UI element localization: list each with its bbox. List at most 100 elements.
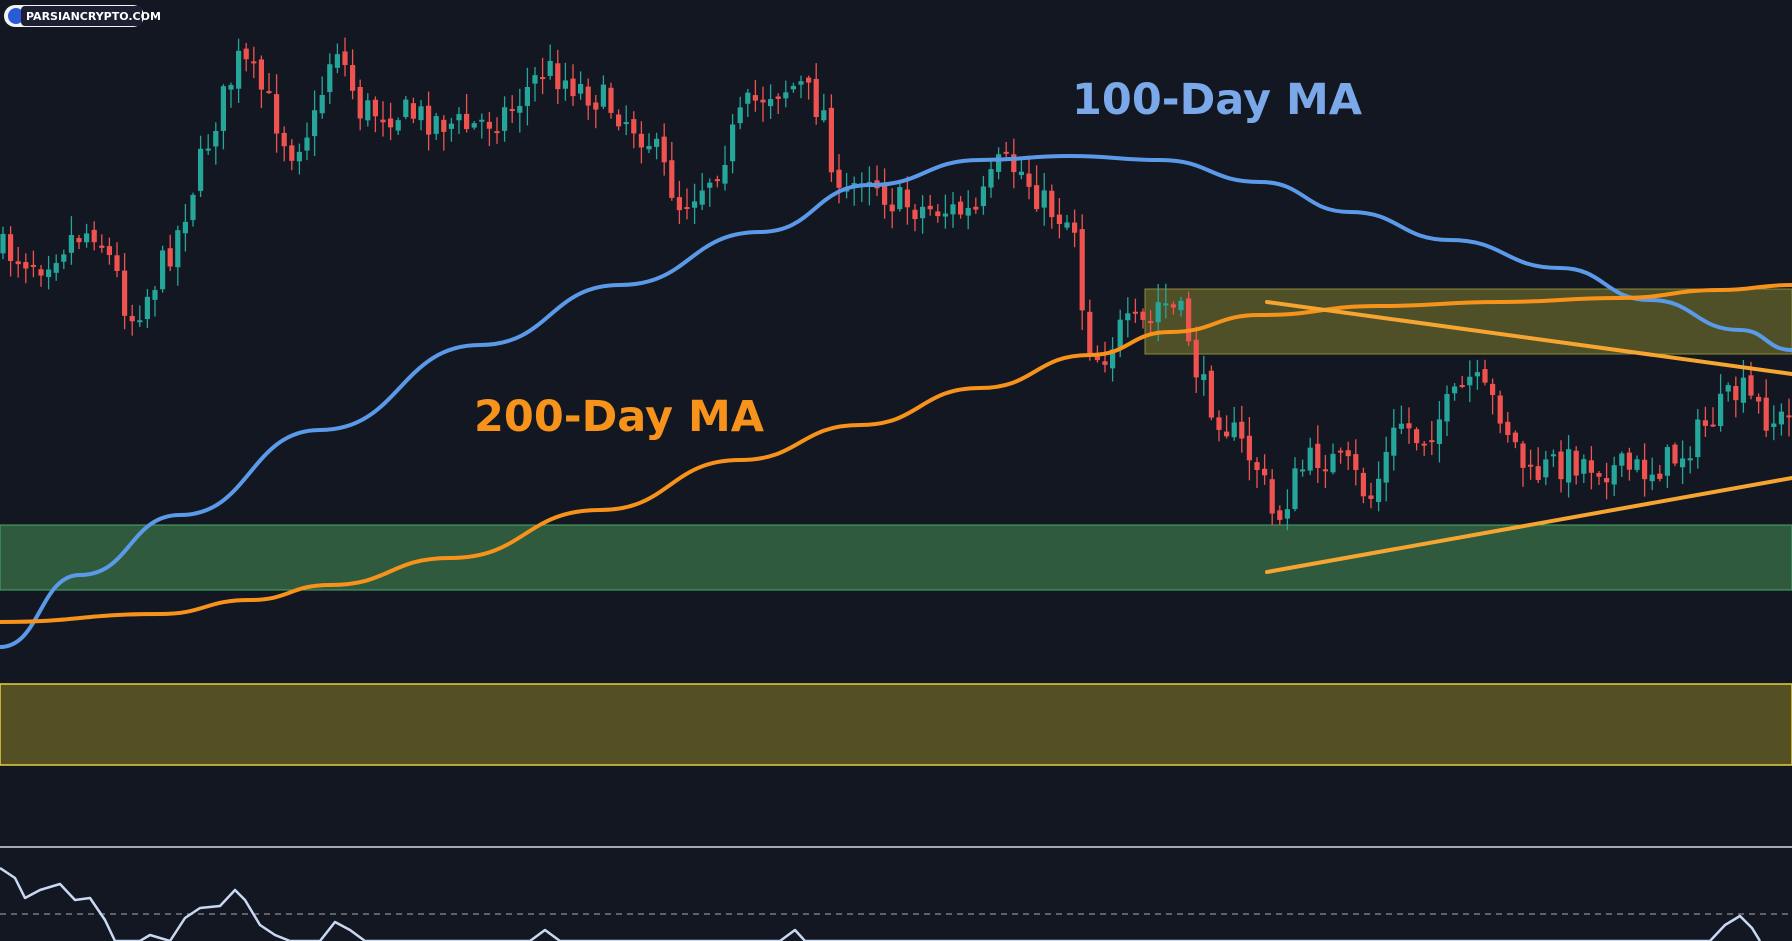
candle-body	[357, 86, 363, 119]
candle-body	[8, 234, 14, 261]
candle-body	[509, 109, 515, 112]
candle-body	[1041, 190, 1047, 208]
candle-body	[1315, 443, 1321, 468]
candle-body	[1284, 509, 1290, 519]
candle-body	[1588, 460, 1594, 473]
candle-body	[1072, 222, 1078, 233]
candle-body	[99, 245, 105, 248]
candle-body	[1018, 171, 1024, 176]
candle-body	[319, 94, 325, 114]
candle-body	[68, 235, 74, 253]
candle-body	[790, 85, 796, 90]
candle-body	[190, 194, 196, 221]
candle-body	[1406, 423, 1412, 429]
candle-body	[365, 100, 371, 121]
candle-body	[684, 207, 690, 210]
candle-body	[836, 169, 842, 188]
candle-body	[1710, 424, 1716, 427]
candle-body	[821, 110, 827, 121]
candle-body	[213, 131, 219, 147]
candle-body	[578, 84, 584, 94]
candle-body	[380, 119, 386, 123]
candle-body	[106, 246, 112, 256]
candle-body	[958, 201, 964, 215]
candle-body	[927, 205, 933, 210]
candle-body	[1231, 422, 1237, 438]
candle-body	[1474, 372, 1480, 377]
candle-body	[479, 119, 485, 122]
candle-body	[1110, 349, 1116, 369]
candle-body	[638, 133, 644, 148]
candle-body	[1748, 375, 1754, 396]
candle-body	[30, 264, 36, 267]
candle-body	[205, 148, 211, 151]
candle-body	[760, 99, 766, 103]
candle-body	[403, 99, 409, 118]
candle-body	[1330, 453, 1336, 473]
watermark: PARSIANCRYPTO.COM	[4, 5, 161, 27]
candle-body	[1216, 417, 1222, 430]
candle-body	[1414, 429, 1420, 444]
candle-body	[1049, 190, 1055, 218]
candle-body	[1376, 478, 1382, 502]
candle-body	[745, 92, 751, 104]
candle-body	[1163, 303, 1169, 306]
candle-body	[798, 81, 804, 85]
candle-body	[418, 106, 424, 121]
candle-body	[608, 87, 614, 113]
candle-body	[1490, 383, 1496, 396]
candle-body	[236, 50, 242, 89]
candle-body	[220, 86, 226, 131]
candle-body	[1383, 451, 1389, 483]
candle-body	[1307, 447, 1313, 471]
support-zone-yellow	[0, 683, 1792, 766]
candle-body	[1246, 435, 1252, 461]
candle-body	[1778, 411, 1784, 425]
candle-body	[46, 269, 52, 278]
ma-100-label: 100-Day MA	[1072, 75, 1363, 125]
candle-body	[1695, 419, 1701, 458]
candle-body	[1611, 465, 1617, 485]
candle-body	[15, 261, 21, 265]
candle-body	[950, 204, 956, 215]
candle-body	[1604, 478, 1610, 483]
candle-body	[327, 64, 333, 93]
candle-body	[897, 187, 903, 210]
candle-body	[517, 106, 523, 113]
candle-body	[1239, 421, 1245, 439]
candle-body	[61, 254, 67, 262]
candle-body	[1117, 319, 1123, 348]
candle-body	[593, 102, 599, 110]
candle-body	[1649, 474, 1655, 482]
candle-body	[1087, 311, 1093, 355]
candle-body	[562, 80, 568, 89]
candle-body	[1322, 469, 1328, 472]
candle-body	[426, 105, 432, 135]
candle-body	[456, 114, 462, 121]
candle-body	[1345, 450, 1351, 457]
candle-body	[623, 122, 629, 125]
candle-body	[1003, 151, 1009, 154]
candle-body	[935, 211, 941, 217]
resistance-zone	[1144, 288, 1792, 355]
candle-body	[676, 197, 682, 211]
candle-body	[585, 86, 591, 106]
candle-body	[182, 221, 188, 234]
candle-body	[737, 107, 743, 124]
candle-body	[258, 59, 264, 90]
candle-body	[274, 94, 280, 134]
ma-200-label: 200-Day MA	[474, 392, 765, 442]
candles	[0, 37, 1792, 531]
candle-body	[616, 114, 622, 127]
candle-body	[1360, 472, 1366, 497]
candle-body	[882, 185, 888, 205]
candle-body	[53, 263, 59, 273]
candle-body	[722, 164, 728, 184]
candle-body	[1026, 173, 1032, 187]
candle-body	[1193, 339, 1199, 378]
candle-body	[1398, 423, 1404, 429]
candle-body	[524, 87, 530, 106]
candle-body	[464, 113, 470, 130]
candle-body	[1368, 495, 1374, 499]
